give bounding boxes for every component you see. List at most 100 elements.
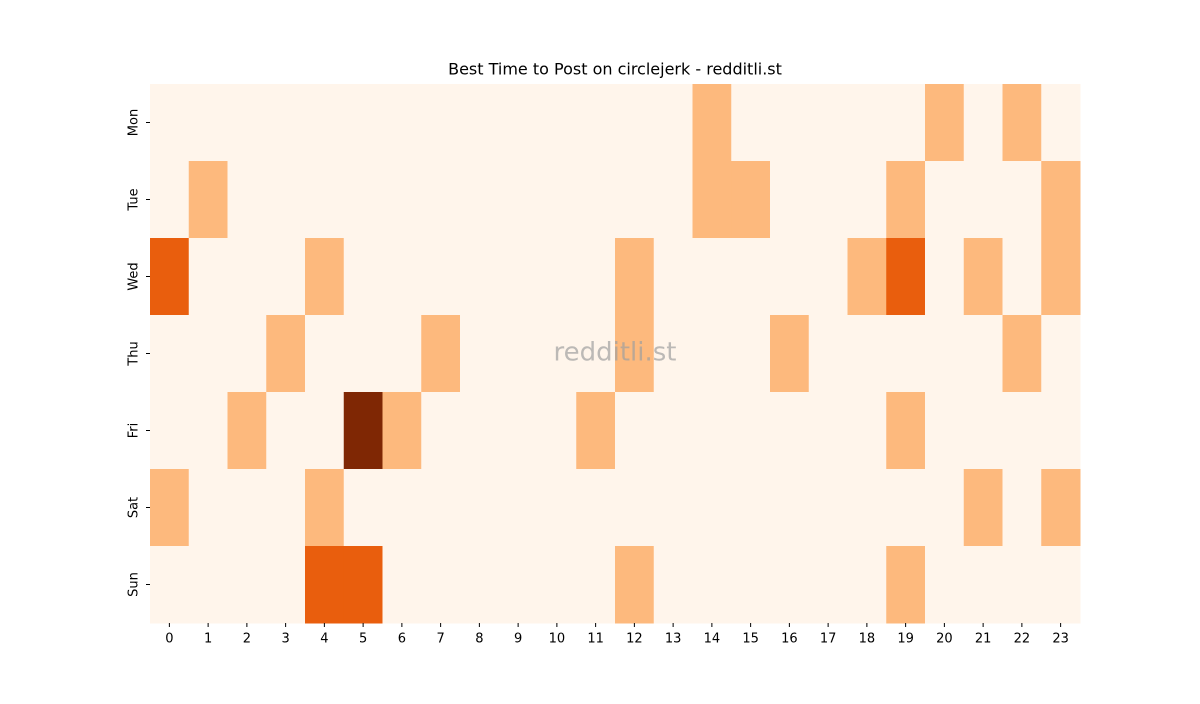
heat-cell [343,84,383,162]
heat-cell [1041,238,1081,316]
heat-cell [150,469,190,547]
heat-cell [770,84,810,162]
heat-cell [305,161,345,239]
heat-cell [576,315,616,393]
heat-cell [421,392,461,470]
heat-cell [770,469,810,547]
heat-cell [847,315,887,393]
x-tick-label: 0 [165,632,173,647]
heat-cell [731,469,771,547]
heat-cell [343,315,383,393]
x-tick-label: 5 [359,632,367,647]
heat-cell [305,546,345,624]
heat-cell [925,161,965,239]
heat-cell [227,161,267,239]
heat-cell [498,238,538,316]
heat-cell [808,238,848,316]
heat-cell [925,469,965,547]
heat-cell [421,546,461,624]
heat-cell [615,315,655,393]
heat-cell [498,161,538,239]
heat-cell [1041,84,1081,162]
heat-cell [770,238,810,316]
heat-cell [731,84,771,162]
heat-cell [382,392,422,470]
heat-cell [266,238,306,316]
heat-cell [847,546,887,624]
chart-title: Best Time to Post on circlejerk - reddit… [448,60,782,79]
heat-cell [460,238,500,316]
heat-cell [692,392,732,470]
heat-cell [382,546,422,624]
heat-cell [188,161,228,239]
y-tick-label: Wed [127,262,142,290]
heat-cell [266,392,306,470]
heat-cell [925,315,965,393]
heat-cell [1041,546,1081,624]
heat-cell [227,315,267,393]
x-tick-label: 6 [398,632,406,647]
heat-cell [653,315,693,393]
heat-cell [1041,315,1081,393]
heat-cell [343,161,383,239]
heat-cell [1041,161,1081,239]
heat-cell [615,546,655,624]
heat-cell [305,392,345,470]
heat-cell [266,546,306,624]
cells [150,84,1081,624]
heat-cell [653,392,693,470]
y-tick-label: Sun [127,572,142,597]
heat-cell [963,84,1003,162]
heat-cell [343,238,383,316]
heat-cell [266,469,306,547]
x-tick-label: 1 [204,632,212,647]
heat-cell [808,392,848,470]
heat-cell [382,161,422,239]
y-tick-label: Thu [127,341,142,366]
heat-cell [1002,315,1042,393]
heat-cell [770,161,810,239]
x-tick-label: 20 [936,632,953,647]
heat-cell [150,546,190,624]
heat-cell [227,546,267,624]
x-tick-label: 8 [475,632,483,647]
heat-cell [150,161,190,239]
heat-cell [537,469,577,547]
heat-cell [305,315,345,393]
heat-cell [305,469,345,547]
heat-cell [498,469,538,547]
heat-cell [576,469,616,547]
heat-cell [421,161,461,239]
heat-cell [886,392,926,470]
heat-cell [615,84,655,162]
heat-cell [305,238,345,316]
heat-cell [576,238,616,316]
heat-cell [382,84,422,162]
heat-cell [537,315,577,393]
heat-cell [382,469,422,547]
heat-cell [770,546,810,624]
heat-cell [847,84,887,162]
x-tick-label: 21 [975,632,992,647]
x-tick-label: 9 [514,632,522,647]
heat-cell [460,84,500,162]
heat-cell [188,469,228,547]
heat-cell [266,84,306,162]
heat-cell [886,238,926,316]
heat-cell [498,546,538,624]
heat-cell [963,238,1003,316]
heat-cell [460,546,500,624]
heat-cell [808,315,848,393]
heat-cell [692,315,732,393]
heat-cell [731,392,771,470]
heat-cell [731,161,771,239]
heat-cell [925,392,965,470]
heat-cell [847,392,887,470]
heat-cell [227,392,267,470]
heat-cell [576,546,616,624]
heat-cell [460,392,500,470]
heat-cell [808,469,848,547]
heat-cell [537,546,577,624]
x-tick-label: 2 [243,632,251,647]
